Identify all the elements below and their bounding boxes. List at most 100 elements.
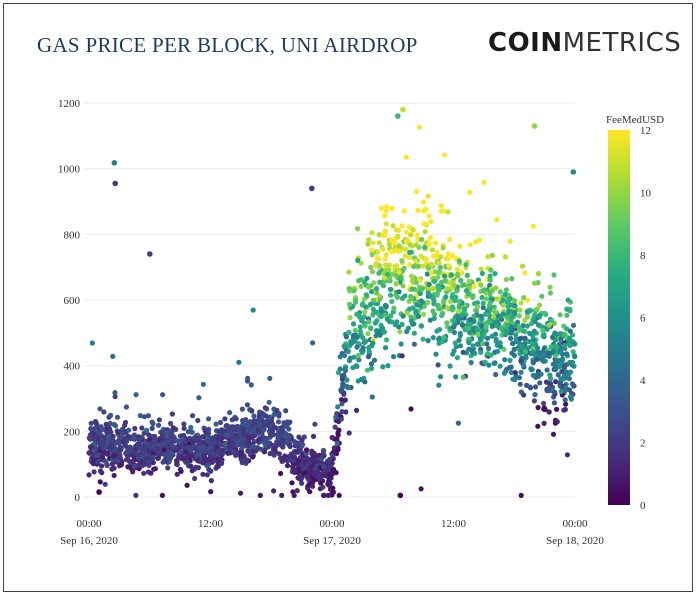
data-point bbox=[229, 417, 235, 423]
data-point bbox=[346, 269, 352, 275]
data-point bbox=[535, 423, 541, 429]
data-point bbox=[397, 329, 403, 335]
data-point bbox=[429, 247, 435, 253]
data-point bbox=[564, 306, 570, 312]
data-point bbox=[337, 354, 343, 360]
data-point bbox=[422, 244, 428, 250]
data-point bbox=[481, 287, 487, 293]
data-point bbox=[350, 333, 356, 339]
data-point bbox=[160, 392, 166, 398]
data-point bbox=[373, 286, 380, 292]
data-point bbox=[566, 371, 572, 377]
data-point bbox=[283, 408, 289, 414]
data-point bbox=[524, 323, 530, 329]
data-point bbox=[382, 345, 389, 351]
data-point bbox=[548, 344, 554, 350]
outlier-point bbox=[397, 492, 404, 499]
data-point bbox=[405, 325, 411, 331]
data-point bbox=[383, 208, 389, 214]
data-point bbox=[357, 324, 363, 330]
data-point bbox=[149, 419, 155, 425]
data-point bbox=[451, 322, 457, 328]
data-point bbox=[245, 378, 251, 384]
data-point bbox=[115, 439, 121, 445]
data-point bbox=[330, 485, 336, 491]
data-point bbox=[361, 314, 367, 320]
data-point bbox=[243, 417, 249, 423]
data-point bbox=[440, 208, 446, 214]
data-point bbox=[237, 490, 244, 496]
data-point bbox=[509, 276, 515, 282]
data-point bbox=[155, 446, 161, 452]
outlier-point bbox=[531, 123, 538, 129]
data-point bbox=[396, 243, 402, 249]
data-point bbox=[478, 349, 484, 355]
data-point bbox=[170, 433, 176, 439]
data-point bbox=[181, 425, 187, 431]
data-point bbox=[538, 323, 544, 329]
data-point bbox=[522, 270, 528, 276]
data-point bbox=[291, 454, 297, 460]
data-point bbox=[484, 341, 490, 347]
data-point bbox=[437, 374, 444, 380]
data-point bbox=[424, 271, 430, 277]
data-point bbox=[363, 292, 369, 298]
x-tick-label: 00:00 bbox=[319, 518, 345, 530]
data-point bbox=[176, 454, 182, 460]
data-point bbox=[553, 367, 559, 373]
data-point bbox=[337, 366, 343, 372]
data-point bbox=[473, 325, 480, 331]
data-point bbox=[352, 299, 358, 305]
data-point bbox=[508, 364, 514, 370]
data-point bbox=[541, 406, 547, 412]
data-point bbox=[516, 324, 522, 330]
data-point bbox=[118, 462, 124, 468]
data-point bbox=[86, 450, 92, 456]
data-point bbox=[380, 246, 386, 252]
data-point bbox=[307, 489, 313, 495]
data-point bbox=[408, 314, 414, 320]
data-point bbox=[267, 375, 273, 381]
data-point bbox=[200, 434, 206, 440]
data-point bbox=[361, 296, 367, 302]
data-point bbox=[492, 349, 498, 355]
data-point bbox=[123, 404, 129, 410]
data-point bbox=[563, 401, 569, 407]
data-point bbox=[178, 468, 184, 474]
data-point bbox=[408, 406, 414, 412]
data-point bbox=[112, 390, 118, 396]
data-point bbox=[356, 278, 362, 284]
data-point bbox=[97, 479, 103, 485]
y-tick-label: 1200 bbox=[58, 98, 81, 110]
data-point bbox=[200, 448, 206, 455]
data-point bbox=[435, 274, 441, 280]
data-point bbox=[530, 337, 536, 343]
data-point bbox=[512, 303, 518, 309]
data-point bbox=[362, 309, 368, 315]
data-point bbox=[444, 305, 450, 311]
data-point bbox=[422, 229, 428, 235]
data-point bbox=[196, 395, 202, 401]
data-point bbox=[454, 271, 460, 277]
outlier-point bbox=[395, 113, 401, 119]
data-point bbox=[313, 458, 319, 465]
data-point bbox=[564, 351, 570, 357]
data-point bbox=[385, 363, 391, 369]
data-point bbox=[504, 314, 510, 320]
data-point bbox=[530, 372, 536, 378]
data-point bbox=[554, 406, 560, 412]
data-point bbox=[366, 237, 372, 243]
data-point bbox=[194, 448, 200, 454]
data-point bbox=[562, 397, 568, 403]
data-point bbox=[357, 328, 363, 334]
data-point bbox=[535, 371, 541, 377]
data-point bbox=[174, 471, 180, 477]
data-point bbox=[233, 416, 239, 422]
data-point bbox=[388, 237, 395, 243]
data-point bbox=[111, 452, 117, 458]
data-point bbox=[440, 310, 446, 317]
data-point bbox=[566, 341, 572, 347]
data-point bbox=[156, 438, 162, 444]
data-point bbox=[502, 357, 508, 363]
data-point bbox=[530, 223, 536, 229]
